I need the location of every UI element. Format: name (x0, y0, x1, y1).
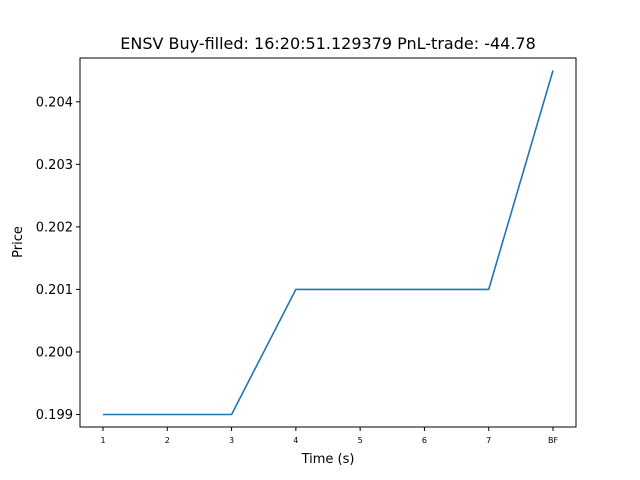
x-tick-label: 4 (293, 436, 298, 445)
y-tick-label: 0.199 (36, 408, 73, 423)
y-axis-ticks: 0.199 0.200 0.201 0.202 0.203 0.204 (36, 95, 80, 423)
x-tick-label: 3 (229, 436, 234, 445)
y-tick-label: 0.202 (36, 220, 73, 235)
x-tick-label: 6 (422, 436, 427, 445)
x-tick-label: 5 (358, 436, 363, 445)
y-tick-label: 0.201 (36, 283, 73, 298)
x-tick-label: 1 (100, 436, 105, 445)
y-tick-label: 0.200 (36, 345, 73, 360)
x-tick-label: BF (548, 436, 558, 445)
price-line (103, 70, 554, 416)
x-axis-label: Time (s) (301, 452, 355, 467)
chart-title: ENSV Buy-filled: 16:20:51.129379 PnL-tra… (120, 34, 536, 53)
y-axis-label: Price (11, 226, 26, 258)
x-axis-ticks: 1 2 3 4 5 6 7 BF (100, 427, 558, 445)
x-tick-label: 7 (486, 436, 491, 445)
plot-frame (79, 57, 577, 428)
y-tick-label: 0.203 (36, 158, 73, 173)
x-tick-label: 2 (165, 436, 170, 445)
y-tick-label: 0.204 (36, 95, 73, 110)
